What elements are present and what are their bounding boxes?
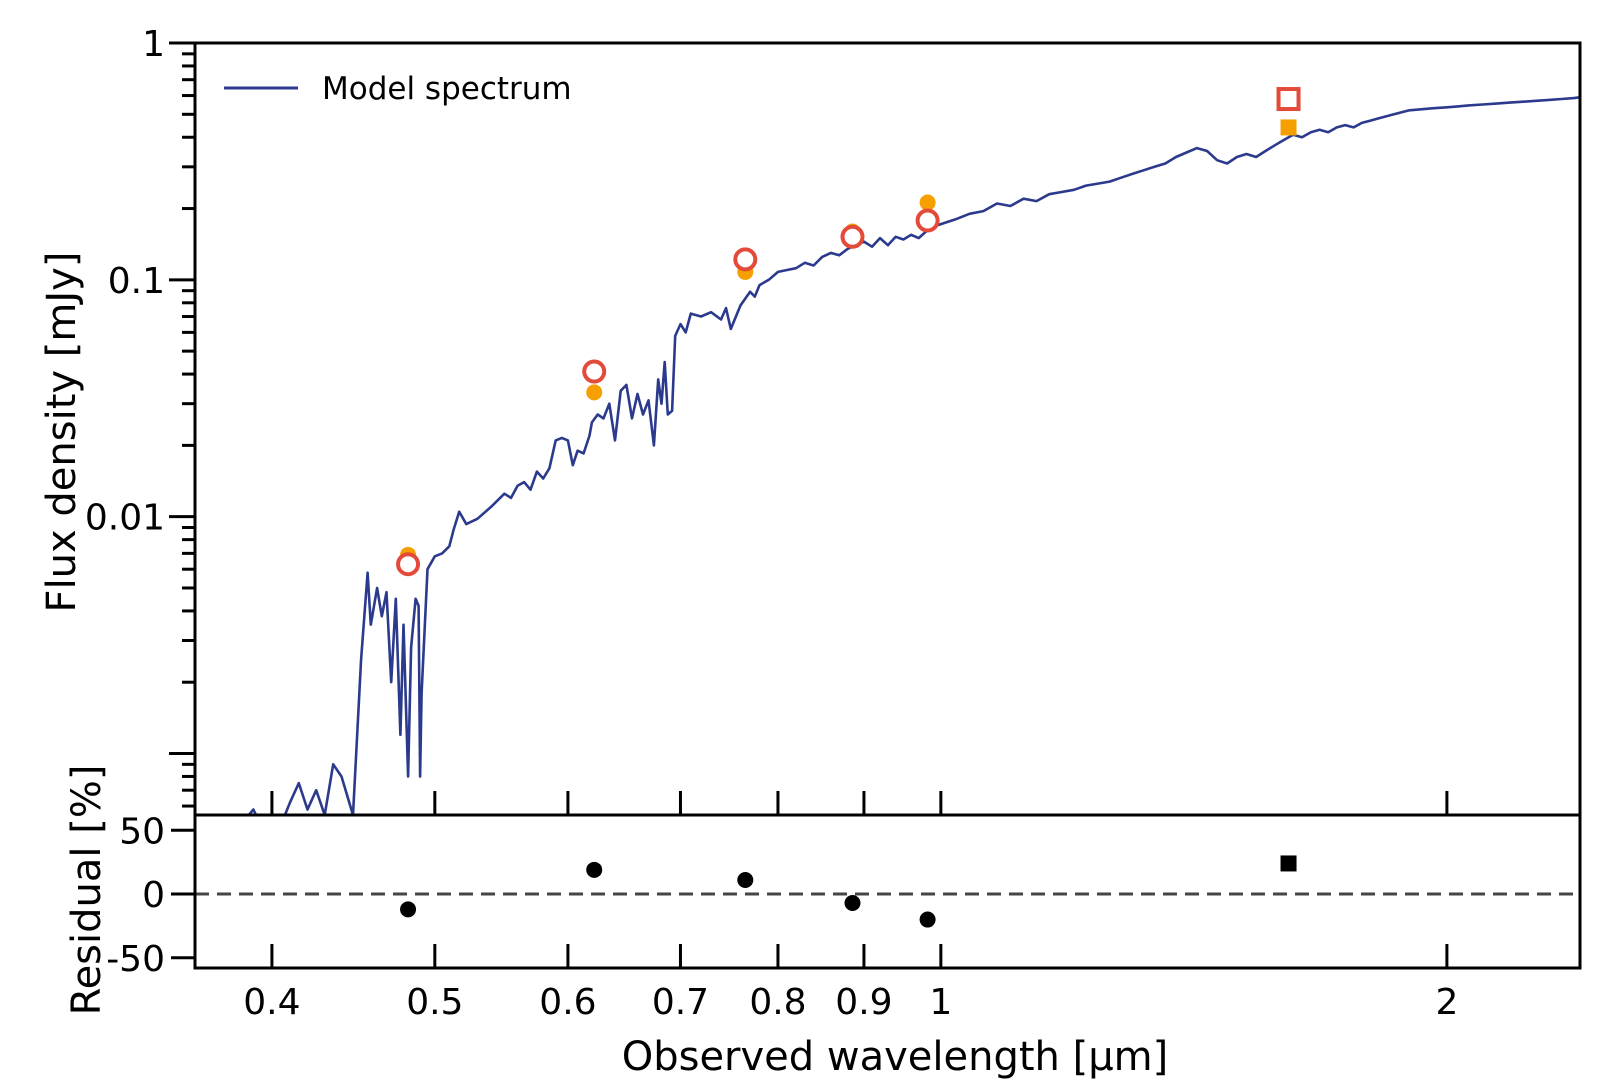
- residual-point: [919, 911, 936, 928]
- x-tick-label: 0.6: [539, 982, 596, 1023]
- observed-photometry-point: [396, 552, 421, 577]
- x-axis-title: Observed wavelength [μm]: [622, 1034, 1169, 1080]
- residual-point: [844, 894, 861, 911]
- x-tick-label: 0.4: [243, 982, 300, 1023]
- observed-photometry-point: [915, 208, 940, 233]
- x-tick-label: 0.8: [749, 982, 806, 1023]
- model-photometry-point: [1280, 119, 1297, 136]
- residual-y-tick-label: -50: [106, 939, 165, 980]
- residual-point: [400, 901, 417, 918]
- x-tick-label: 0.5: [406, 982, 463, 1023]
- legend-label: Model spectrum: [322, 71, 572, 107]
- flux-y-tick-label: 1: [142, 24, 165, 65]
- flux-y-tick-label: 0.01: [85, 498, 165, 539]
- residual-point: [586, 861, 603, 878]
- x-tick-label: 1: [929, 982, 952, 1023]
- residual-point: [1280, 855, 1297, 872]
- residual-y-axis-title: Residual [%]: [64, 765, 110, 1016]
- residual-point: [737, 872, 754, 889]
- observed-photometry-point: [582, 359, 607, 384]
- x-tick-label: 0.7: [652, 982, 709, 1023]
- model-photometry-point: [586, 384, 603, 401]
- model-photometry-point: [919, 194, 936, 211]
- observed-photometry-point: [840, 224, 865, 249]
- model-spectrum-line: [247, 96, 1580, 815]
- legend: Model spectrum: [224, 71, 572, 107]
- x-tick-label: 0.9: [835, 982, 892, 1023]
- flux-y-axis-title: Flux density [mJy]: [39, 252, 85, 613]
- residual-panel: 50 0 -50 0.4 0.5 0.6 0.7 0.8 0.9 1 2: [106, 811, 1582, 1023]
- residual-y-tick-label: 0: [142, 875, 165, 916]
- flux-panel: 1 0.1 0.01: [85, 24, 1582, 817]
- observed-photometry-point: [1276, 87, 1301, 112]
- residual-panel-frame: [193, 813, 1582, 970]
- flux-y-tick-label: 0.1: [108, 261, 165, 302]
- x-tick-label: 2: [1435, 982, 1458, 1023]
- flux-panel-frame: [193, 41, 1582, 817]
- residual-y-tick-label: 50: [119, 811, 165, 852]
- observed-photometry-point: [733, 247, 758, 272]
